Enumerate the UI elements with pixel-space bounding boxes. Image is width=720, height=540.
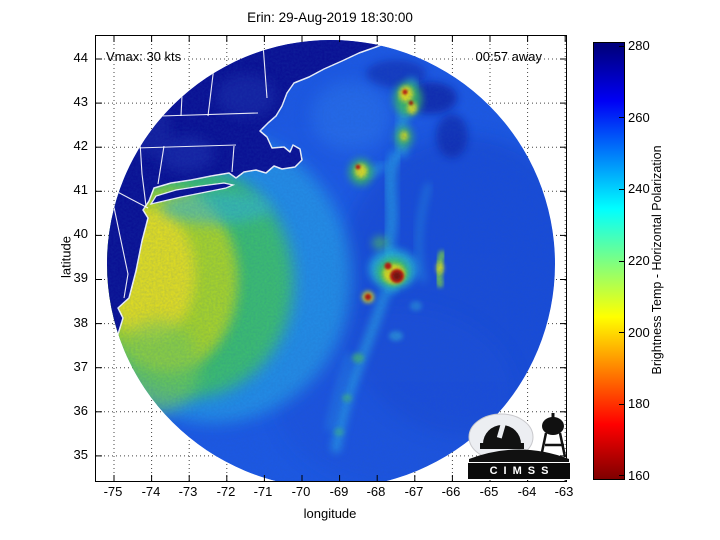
x-tick-label: -63 — [554, 484, 574, 499]
colorbar-tick-label: 200 — [628, 325, 650, 340]
y-tick-label: 38 — [73, 315, 88, 330]
time-away-annotation: 00:57 away — [475, 49, 543, 64]
axis-ticks — [96, 36, 566, 481]
y-tick-label: 39 — [73, 270, 88, 285]
colorbar — [593, 42, 625, 480]
vmax-annotation: Vmax: 30 kts — [106, 49, 182, 64]
colorbar-tick-label: 220 — [628, 253, 650, 268]
cimss-banner: CIMSS — [467, 462, 571, 480]
x-tick-label: -73 — [178, 484, 198, 499]
plot-area: Vmax: 30 kts 00:57 away CIMSS — [95, 35, 571, 482]
y-tick-label: 44 — [73, 50, 88, 65]
x-tick-label: -71 — [253, 484, 273, 499]
swath-data — [107, 40, 555, 481]
colorbar-tick-label: 240 — [628, 181, 650, 196]
x-tick-label: -70 — [291, 484, 311, 499]
x-tick-label: -66 — [441, 484, 461, 499]
x-axis-label: longitude — [303, 506, 357, 521]
x-tick-label: -69 — [329, 484, 349, 499]
colorbar-tick-label: 180 — [628, 396, 650, 411]
y-tick-label: 42 — [73, 138, 88, 153]
plot-title: Erin: 29-Aug-2019 18:30:00 — [247, 10, 413, 25]
y-tick-label: 37 — [73, 359, 88, 374]
cimss-logo-art — [468, 413, 569, 462]
x-tick-label: -65 — [479, 484, 499, 499]
colorbar-tick-label: 260 — [628, 110, 650, 125]
y-axis-label: latitude — [58, 236, 74, 278]
x-tick-label: -67 — [404, 484, 424, 499]
cimss-logo-text: CIMSS — [489, 465, 555, 477]
y-tick-label: 35 — [73, 447, 88, 462]
colorbar-tick-label: 280 — [628, 38, 650, 53]
x-tick-label: -74 — [141, 484, 161, 499]
water-tower-icon — [542, 417, 564, 435]
x-tick-label: -75 — [103, 484, 123, 499]
dome-slit — [496, 422, 506, 439]
y-tick-label: 40 — [73, 226, 88, 241]
x-tick-label: -64 — [517, 484, 537, 499]
colorbar-tick-label: 160 — [628, 468, 650, 483]
y-tick-label: 36 — [73, 403, 88, 418]
y-tick-label: 41 — [73, 182, 88, 197]
cimss-logo: CIMSS — [467, 412, 571, 480]
x-tick-label: -72 — [216, 484, 236, 499]
logo-hill — [469, 449, 569, 462]
brightness-temp-map — [96, 36, 566, 481]
colorbar-label: Brightness Temp - Horizontal Polarizatio… — [650, 145, 664, 375]
x-tick-label: -68 — [366, 484, 386, 499]
y-tick-label: 43 — [73, 94, 88, 109]
